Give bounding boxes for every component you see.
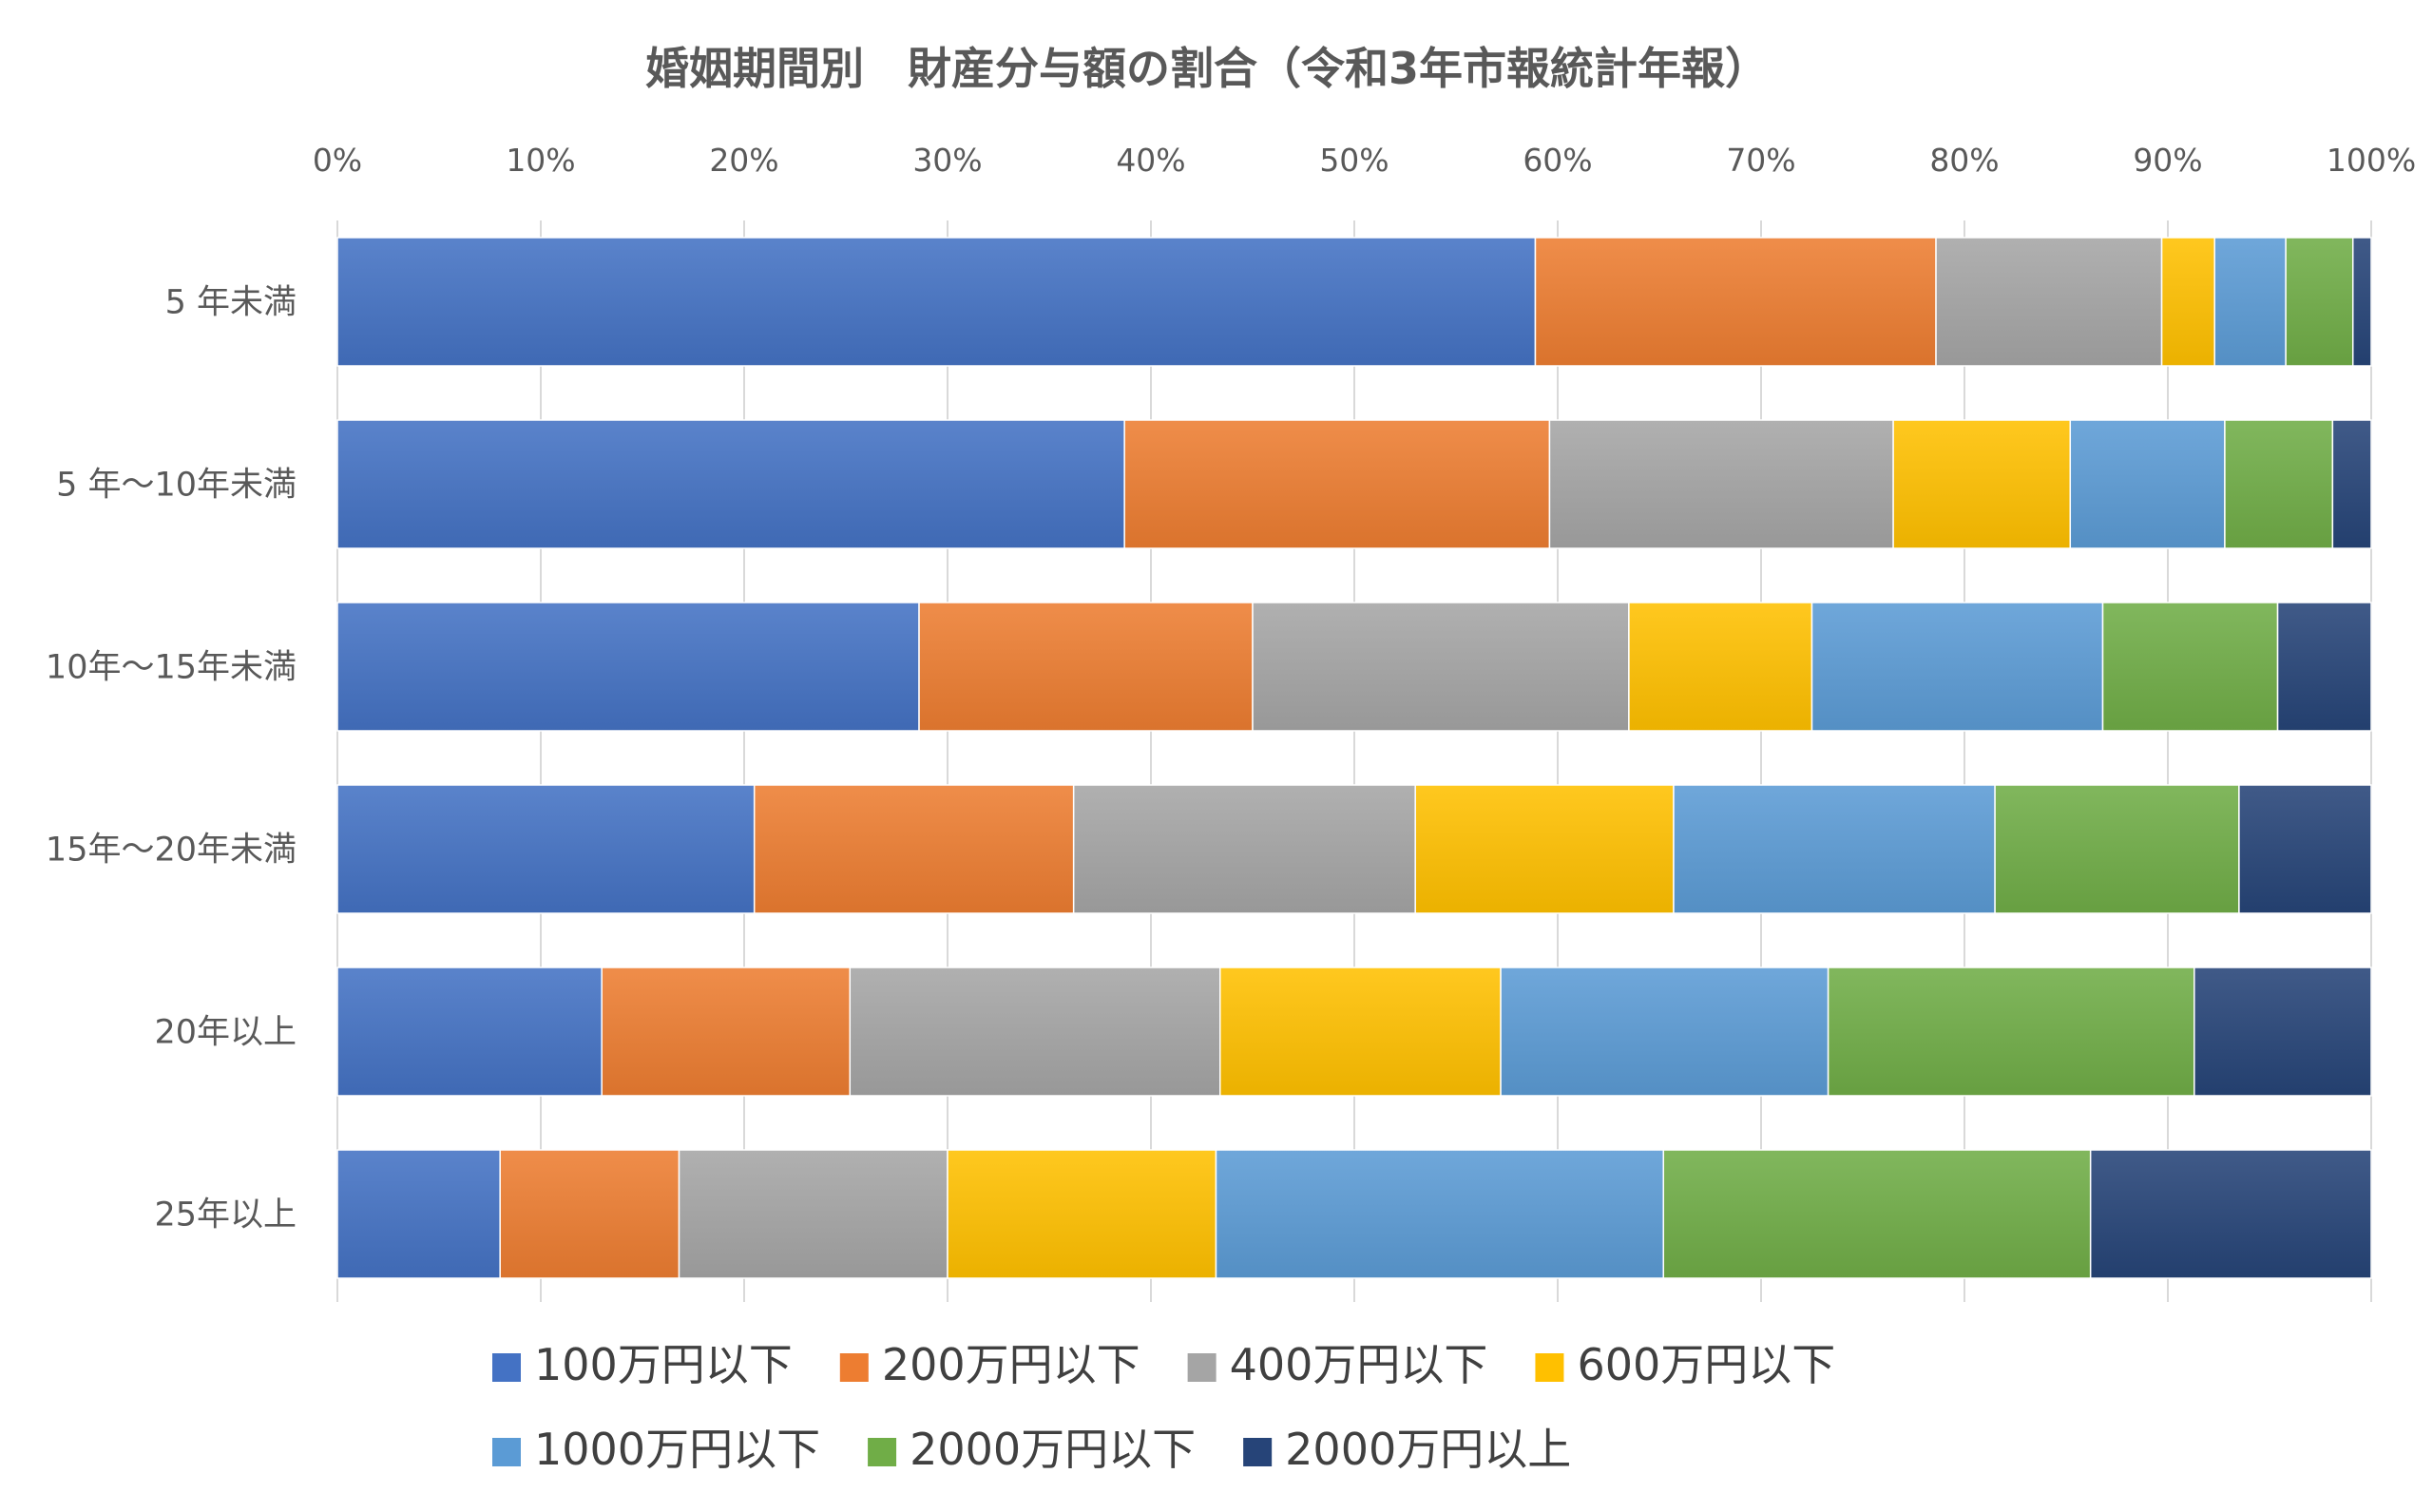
legend-swatch: [868, 1438, 897, 1466]
legend-item: 600万円以下: [1535, 1339, 1835, 1390]
bar-segment: [1994, 784, 2240, 914]
bar-segment: [1662, 1149, 2092, 1279]
bar-segment: [2213, 237, 2287, 367]
x-tick-label: 60%: [1523, 142, 1592, 179]
legend-item: 100万円以下: [492, 1339, 793, 1390]
legend-item: 2000万円以下: [868, 1424, 1196, 1475]
bar-segment: [2276, 602, 2372, 732]
bar-segment: [336, 784, 756, 914]
category-label: 5 年～10年未満: [56, 467, 297, 505]
bar-segment: [678, 1149, 948, 1279]
legend-item: 1000万円以下: [492, 1424, 820, 1475]
bar-segment: [336, 419, 1125, 549]
x-tick-label: 10%: [506, 142, 575, 179]
bar-segment: [1219, 967, 1502, 1097]
legend-swatch: [839, 1353, 869, 1382]
bar-segment: [1673, 784, 1996, 914]
bar-segment: [336, 602, 920, 732]
bar-row: [336, 602, 2372, 732]
bar-segment: [1500, 967, 1830, 1097]
legend-label: 100万円以下: [534, 1339, 793, 1390]
bar-segment: [2331, 419, 2372, 549]
bar-segment: [1810, 602, 2104, 732]
legend-label: 2000万円以上: [1285, 1424, 1571, 1475]
legend-item: 200万円以下: [839, 1339, 1140, 1390]
legend-label: 600万円以下: [1577, 1339, 1835, 1390]
bar-segment: [499, 1149, 680, 1279]
x-tick-label: 80%: [1929, 142, 1999, 179]
legend-label: 2000万円以下: [910, 1424, 1196, 1475]
legend-item: 400万円以下: [1187, 1339, 1488, 1390]
chart-title: 婚姻期間別 財産分与額の割合（令和3年市報統計年報）: [645, 43, 1769, 94]
category-label: 10年～15年未満: [46, 649, 297, 687]
bar-row: [336, 237, 2372, 367]
bar-segment: [2351, 237, 2372, 367]
legend-label: 400万円以下: [1230, 1339, 1488, 1390]
bar-segment: [2101, 602, 2279, 732]
bar-segment: [2160, 237, 2215, 367]
bar-segment: [601, 967, 852, 1097]
bars: [336, 237, 2372, 1279]
bar-segment: [1534, 237, 1937, 367]
bar-row: [336, 967, 2372, 1097]
bar-segment: [2285, 237, 2354, 367]
bar-segment: [1548, 419, 1894, 549]
x-tick-label: 100%: [2327, 142, 2416, 179]
category-label: 5 年未満: [165, 284, 297, 322]
legend-swatch: [1535, 1353, 1564, 1382]
x-tick-label: 30%: [912, 142, 982, 179]
bar-segment: [336, 967, 603, 1097]
legend-label: 1000万円以下: [534, 1424, 820, 1475]
legend-swatch: [492, 1353, 521, 1382]
legend-swatch: [492, 1438, 521, 1466]
legend-swatch: [1187, 1353, 1216, 1382]
x-axis-tick-labels: 0% 10% 20% 30% 40% 50% 60% 70% 80% 90% 100%: [313, 142, 2416, 179]
legend-label: 200万円以下: [882, 1339, 1140, 1390]
legend: 100万円以下 200万円以下 400万円以下 600万円以下 1000万円以下 2000…: [492, 1339, 1835, 1475]
bar-segment: [1892, 419, 2072, 549]
bar-segment: [1414, 784, 1675, 914]
bar-row: [336, 1149, 2372, 1279]
bar-segment: [947, 1149, 1217, 1279]
bar-segment: [1072, 784, 1416, 914]
legend-item: 2000万円以上: [1243, 1424, 1571, 1475]
category-labels: 5 年未満 5 年～10年未満 10年～15年未満 15年～20年未満 20年以上 25年…: [46, 284, 297, 1234]
bar-segment: [1123, 419, 1551, 549]
bar-segment: [1935, 237, 2163, 367]
bar-segment: [2238, 784, 2372, 914]
bar-segment: [753, 784, 1075, 914]
bar-row: [336, 419, 2372, 549]
bar-segment: [336, 1149, 501, 1279]
category-label: 25年以上: [154, 1196, 297, 1234]
legend-swatch: [1243, 1438, 1273, 1466]
category-label: 20年以上: [154, 1014, 297, 1052]
bar-segment: [1827, 967, 2195, 1097]
bar-segment: [336, 237, 1537, 367]
x-tick-label: 0%: [313, 142, 362, 179]
bar-segment: [1252, 602, 1630, 732]
x-tick-label: 90%: [2133, 142, 2202, 179]
bar-segment: [2224, 419, 2334, 549]
x-tick-label: 40%: [1116, 142, 1185, 179]
bar-row: [336, 784, 2372, 914]
bar-segment: [918, 602, 1254, 732]
x-tick-label: 70%: [1726, 142, 1795, 179]
bar-segment: [849, 967, 1221, 1097]
bar-segment: [1628, 602, 1813, 732]
x-tick-label: 50%: [1319, 142, 1389, 179]
gridlines: [336, 220, 2372, 1302]
bar-segment: [1215, 1149, 1665, 1279]
bar-segment: [2089, 1149, 2372, 1279]
bar-segment: [2069, 419, 2226, 549]
category-label: 15年～20年未満: [46, 832, 297, 870]
bar-segment: [2194, 967, 2372, 1097]
x-tick-label: 20%: [709, 142, 778, 179]
